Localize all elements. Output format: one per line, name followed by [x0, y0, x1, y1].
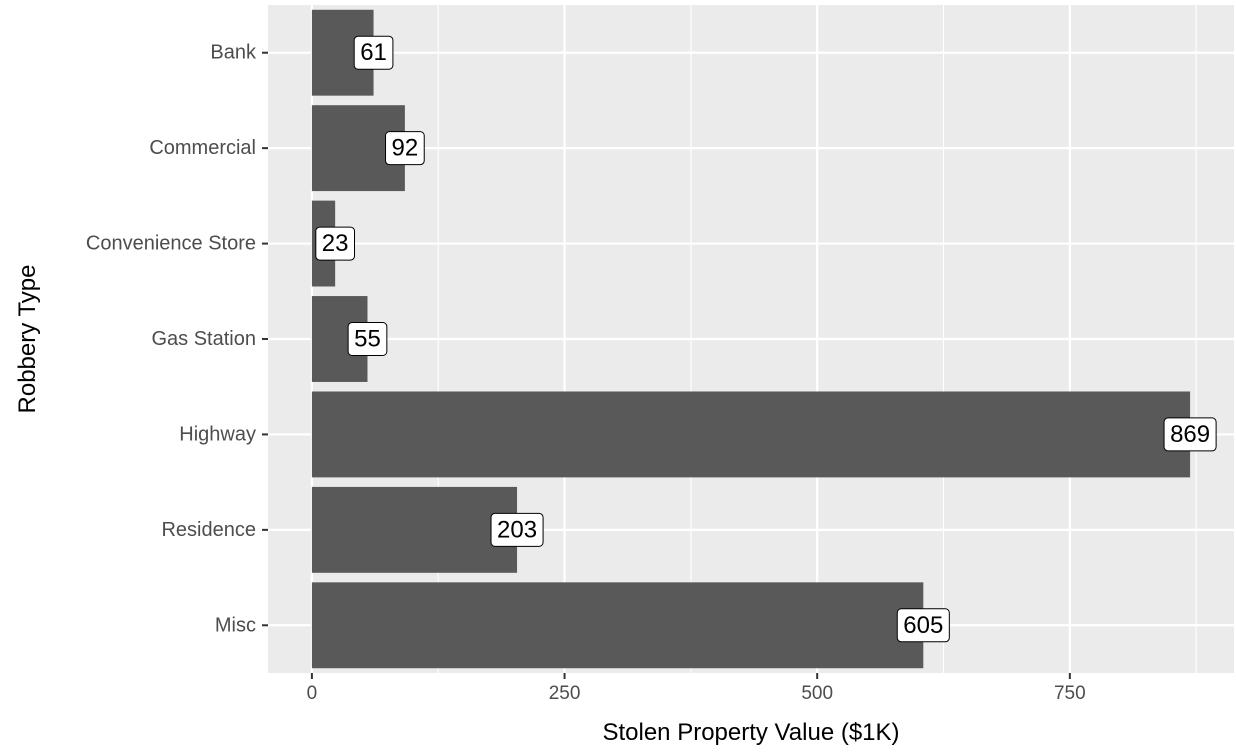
y-tick-label: Highway — [179, 423, 256, 445]
data-label-box — [1163, 417, 1217, 452]
x-tick-label: 500 — [801, 683, 833, 704]
data-label: 605 — [896, 608, 950, 643]
y-tick-label: Bank — [210, 42, 257, 64]
x-axis: 0 250 500 750 — [307, 673, 1086, 704]
y-axis-title: Robbery Type — [14, 265, 41, 414]
data-label-box — [490, 512, 544, 547]
data-label-box — [315, 226, 356, 261]
y-axis: Bank Commercial Convenience Store Gas Stati… — [86, 42, 268, 636]
data-label: 61 — [353, 35, 394, 70]
x-tick-label: 0 — [307, 683, 318, 704]
bar — [311, 486, 518, 573]
data-label-text: 23 — [322, 230, 349, 257]
y-tick-label: Convenience Store — [86, 233, 256, 255]
x-axis-title: Stolen Property Value ($1K) — [602, 719, 899, 746]
y-tick-label: Residence — [161, 519, 256, 541]
data-label-text: 55 — [354, 326, 381, 353]
y-tick-label: Misc — [215, 614, 256, 636]
data-label-box — [353, 35, 394, 70]
data-label: 869 — [1163, 417, 1217, 452]
data-label-text: 61 — [360, 39, 387, 66]
data-label-box — [347, 322, 388, 356]
data-label: 55 — [347, 322, 388, 356]
data-label-text: 869 — [1170, 421, 1210, 448]
data-labels: 61 92 23 55 869 203 605 — [315, 35, 1217, 643]
data-label-box — [896, 608, 950, 643]
data-label-text: 605 — [903, 612, 943, 639]
data-label: 23 — [315, 226, 356, 261]
y-tick-label: Gas Station — [151, 328, 256, 350]
data-label: 92 — [385, 131, 425, 166]
x-tick-label: 250 — [549, 683, 581, 704]
data-label-box — [385, 131, 425, 166]
y-tick-label: Commercial — [149, 137, 256, 159]
data-label-text: 92 — [392, 135, 419, 162]
bar — [311, 582, 924, 669]
data-label-text: 203 — [497, 516, 537, 543]
bar — [311, 391, 1191, 478]
x-tick-label: 750 — [1054, 683, 1086, 704]
data-label: 203 — [490, 512, 544, 547]
bars — [311, 9, 1191, 669]
